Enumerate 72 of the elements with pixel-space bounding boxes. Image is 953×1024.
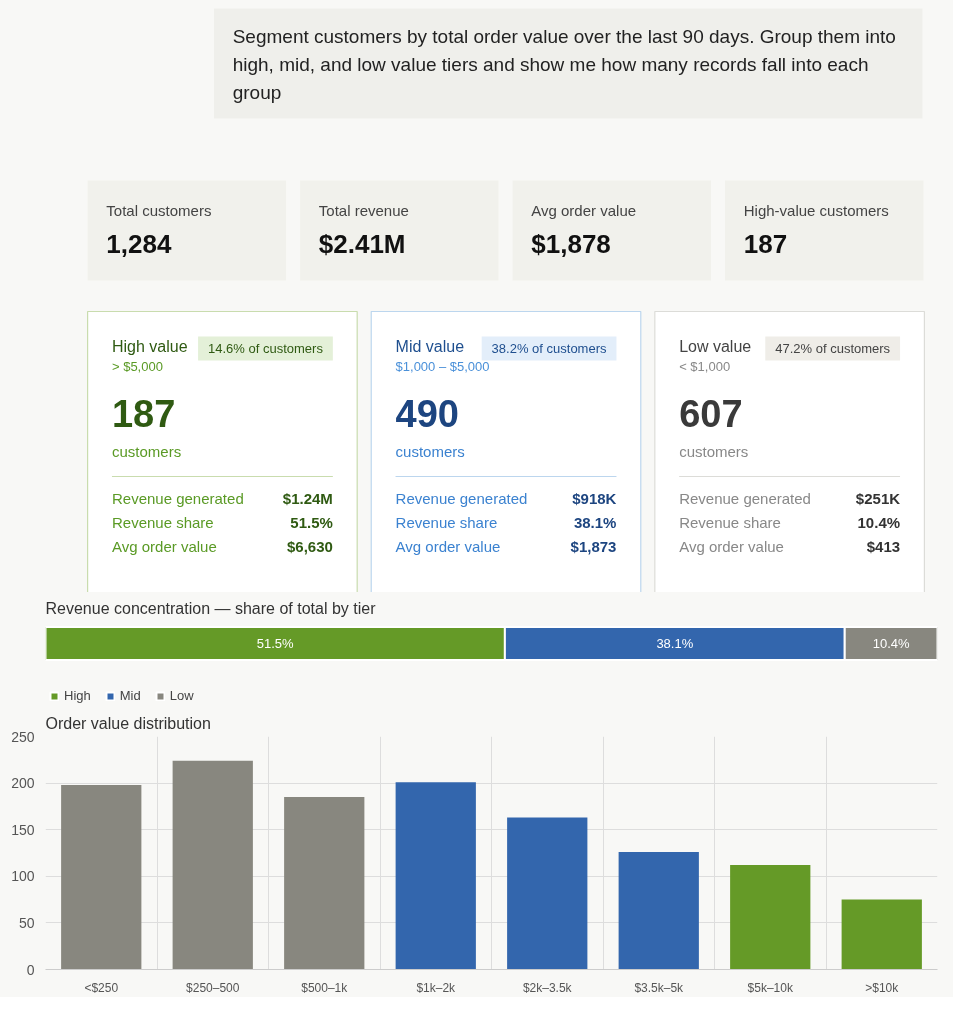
text: Avg order value xyxy=(395,538,501,555)
x-tick-label: $1k–2k xyxy=(416,980,457,995)
text: 38.1% xyxy=(573,514,617,531)
text: Revenue generated xyxy=(111,490,244,507)
text: Total customers xyxy=(106,202,212,219)
text: High-value customers xyxy=(743,202,889,219)
text: $1,000 – $5,000 xyxy=(395,359,490,374)
text: customers xyxy=(679,443,749,460)
y-tick-label: 150 xyxy=(11,821,35,838)
text: High value xyxy=(111,338,188,355)
text: $918K xyxy=(572,490,617,507)
bar xyxy=(284,797,365,970)
bar xyxy=(507,817,588,970)
text: Low value xyxy=(679,338,752,355)
y-tick-label: 50 xyxy=(18,914,35,931)
text: 607 xyxy=(679,393,743,435)
text: < $1,000 xyxy=(679,359,731,374)
legend-label: Low xyxy=(169,688,194,703)
text: Avg order value xyxy=(111,538,217,555)
text: Revenue share xyxy=(111,514,214,531)
text: > $5,000 xyxy=(111,359,163,374)
text: Mid value xyxy=(395,338,465,355)
text: customers xyxy=(111,443,182,460)
text: 51.5% xyxy=(290,514,333,531)
text: $6,630 xyxy=(286,538,333,555)
y-tick-label: 250 xyxy=(11,728,35,745)
text: 10.4% xyxy=(857,514,901,531)
bar xyxy=(618,852,699,970)
text: Avg order value xyxy=(531,202,637,219)
text: Avg order value xyxy=(679,538,784,555)
legend-label: Mid xyxy=(119,688,141,703)
bar xyxy=(61,784,142,970)
y-tick-label: 100 xyxy=(11,868,35,885)
text: $251K xyxy=(855,490,901,507)
x-tick-label: <$250 xyxy=(84,980,119,995)
text: $2.41M xyxy=(318,228,406,259)
legend-label: High xyxy=(64,688,91,703)
x-tick-label: >$10k xyxy=(865,980,900,995)
x-tick-label: $5k–10k xyxy=(747,980,794,995)
x-tick-label: $2k–3.5k xyxy=(522,980,573,995)
text: 47.2% of customers xyxy=(775,341,891,356)
x-tick-label: $500–1k xyxy=(301,980,349,995)
text: 14.6% of customers xyxy=(208,341,324,356)
text: 187 xyxy=(743,228,788,259)
x-tick-label: $3.5k–5k xyxy=(634,980,685,995)
text: customers xyxy=(395,443,465,460)
text: Revenue generated xyxy=(679,490,811,507)
bar xyxy=(395,782,476,970)
text: $1,878 xyxy=(531,228,611,259)
text: 38.2% of customers xyxy=(491,341,608,356)
text: Revenue share xyxy=(679,514,781,531)
bar xyxy=(172,760,253,970)
text: Segment customers by total order value over the last 90 days. Group them into high, mid, and low value tiers and show me how many records fall into each group xyxy=(232,26,896,103)
text: 1,284 xyxy=(106,228,172,259)
bar xyxy=(730,865,811,970)
y-tick-label: 200 xyxy=(11,775,35,792)
chart-title: Order value distribution xyxy=(45,714,211,732)
x-tick-label: $250–500 xyxy=(186,980,240,995)
data-label: 10.4% xyxy=(872,636,910,652)
data-label: 38.1% xyxy=(656,636,694,652)
text: $1.24M xyxy=(282,490,333,507)
bar xyxy=(841,899,922,970)
text: Total revenue xyxy=(318,202,409,219)
text: Revenue generated xyxy=(395,490,528,507)
text: Revenue share xyxy=(395,514,498,531)
text: 490 xyxy=(395,393,459,435)
y-tick-label: 0 xyxy=(26,961,35,978)
text: $413 xyxy=(866,538,901,555)
text: 187 xyxy=(111,393,176,435)
data-label: 51.5% xyxy=(256,636,295,652)
chart-title: Revenue concentration — share of total by tier xyxy=(45,599,377,617)
text: $1,873 xyxy=(570,538,617,555)
